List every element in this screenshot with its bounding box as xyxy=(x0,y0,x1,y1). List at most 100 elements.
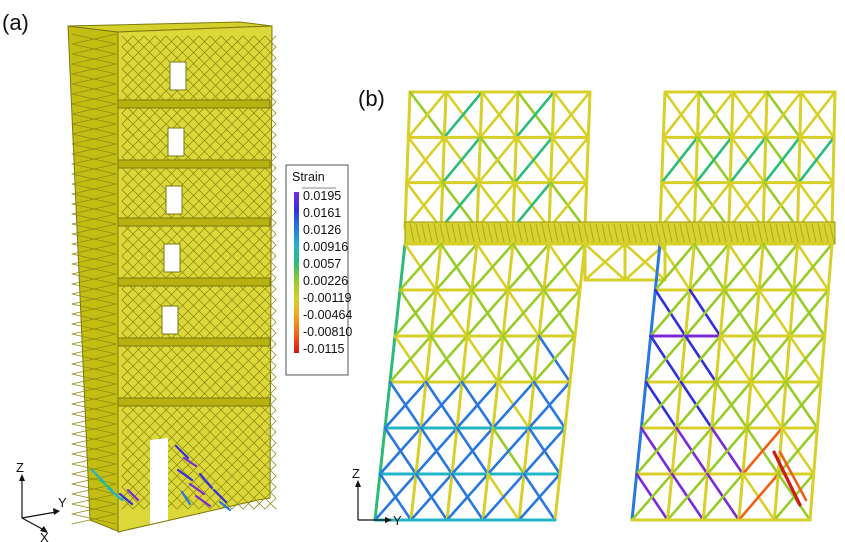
lattice-member xyxy=(220,420,233,433)
lattice-member xyxy=(132,387,145,400)
lattice-member xyxy=(198,288,211,301)
diagonal-member xyxy=(764,90,803,139)
window-opening-2 xyxy=(165,185,183,215)
vertical-member xyxy=(517,472,526,522)
vertical-member xyxy=(670,426,679,476)
vertical-member xyxy=(762,135,768,185)
slab-texture xyxy=(715,223,721,243)
lattice-member xyxy=(209,112,222,125)
lattice-member xyxy=(209,321,222,334)
diagonal-member xyxy=(450,426,495,476)
lattice-member xyxy=(132,233,145,246)
lattice-member xyxy=(220,365,233,378)
vertical-member xyxy=(434,242,443,292)
lattice-member xyxy=(209,200,222,213)
lattice-member xyxy=(176,310,189,323)
diagonal-member xyxy=(403,181,444,230)
vertical-member xyxy=(558,426,567,476)
lattice-member xyxy=(209,266,222,279)
lattice-member xyxy=(71,223,117,235)
lattice-member xyxy=(242,442,255,455)
diagonal-member xyxy=(583,242,627,282)
slab-texture xyxy=(739,223,745,243)
lattice-member xyxy=(264,299,277,312)
lattice-member xyxy=(242,387,255,400)
lattice-member xyxy=(220,255,233,268)
legend-color-bar xyxy=(294,192,299,353)
lattice-member xyxy=(242,233,255,246)
base-strain-member xyxy=(182,456,198,468)
lattice-member xyxy=(132,409,145,422)
panel-a: (a) Z Y X xyxy=(2,10,277,542)
slab-texture xyxy=(619,223,625,243)
diagonal-member xyxy=(658,181,698,230)
vertical-member xyxy=(832,90,837,139)
lattice-member xyxy=(264,266,277,279)
lattice-member xyxy=(132,376,145,389)
slab-texture xyxy=(439,223,445,243)
slab-texture xyxy=(433,223,439,243)
lattice-member xyxy=(121,376,134,389)
lattice-member xyxy=(242,68,255,81)
lattice-member xyxy=(209,145,222,158)
lattice-member xyxy=(198,189,211,202)
vertical-member xyxy=(826,242,834,292)
lattice-member xyxy=(264,376,277,389)
diagonal-member xyxy=(551,90,592,139)
lattice-member xyxy=(71,513,117,525)
lattice-member xyxy=(253,123,266,136)
lattice-member xyxy=(209,299,222,312)
lattice-member xyxy=(253,35,266,48)
lattice-member xyxy=(220,244,233,257)
tower-lattice xyxy=(71,33,277,525)
lattice-member xyxy=(71,343,117,355)
vertical-member xyxy=(694,135,699,185)
diagonal-member xyxy=(753,288,796,338)
vertical-member xyxy=(553,472,562,522)
lattice-member xyxy=(132,299,145,312)
diagonal-member xyxy=(496,334,541,384)
lattice-member xyxy=(187,167,200,180)
lattice-member xyxy=(231,145,244,158)
vertical-member xyxy=(527,380,536,430)
vertical-member xyxy=(585,135,590,185)
lattice-member xyxy=(264,442,277,455)
diagonal-member xyxy=(679,334,722,384)
vertical-member xyxy=(429,288,438,338)
axis-a-z-label: Z xyxy=(16,460,24,475)
lattice-member xyxy=(121,255,134,268)
lattice-member xyxy=(253,420,266,433)
lattice-member xyxy=(187,321,200,334)
lattice-member xyxy=(242,453,255,466)
base-strain-member xyxy=(90,468,106,484)
diagonal-member xyxy=(486,426,531,476)
diagonal-member xyxy=(409,472,454,522)
lattice-member xyxy=(176,475,189,488)
lattice-member xyxy=(264,310,277,323)
diagonal-member xyxy=(660,136,699,184)
lattice-member xyxy=(209,442,222,455)
lattice-member xyxy=(198,244,211,257)
lattice-member xyxy=(242,354,255,367)
slab-texture xyxy=(517,223,523,243)
lattice-member xyxy=(176,35,189,48)
lattice-member xyxy=(132,189,145,202)
lattice-member xyxy=(242,431,255,444)
lattice-member xyxy=(176,387,189,400)
lattice-member xyxy=(187,464,200,477)
lattice-member xyxy=(231,288,244,301)
lattice-member xyxy=(209,453,222,466)
diagonal-member xyxy=(501,288,546,338)
vertical-member xyxy=(675,380,683,430)
vertical-member xyxy=(419,380,428,430)
lattice-member xyxy=(143,354,156,367)
vertical-member xyxy=(683,288,692,338)
slab-texture xyxy=(613,223,619,243)
lattice-member xyxy=(132,112,145,125)
lattice-member xyxy=(132,497,145,510)
slab-texture xyxy=(811,223,817,243)
lattice-member xyxy=(220,233,233,246)
lattice-member xyxy=(71,503,117,515)
diagonal-member xyxy=(378,426,423,476)
lattice-member xyxy=(231,35,244,48)
